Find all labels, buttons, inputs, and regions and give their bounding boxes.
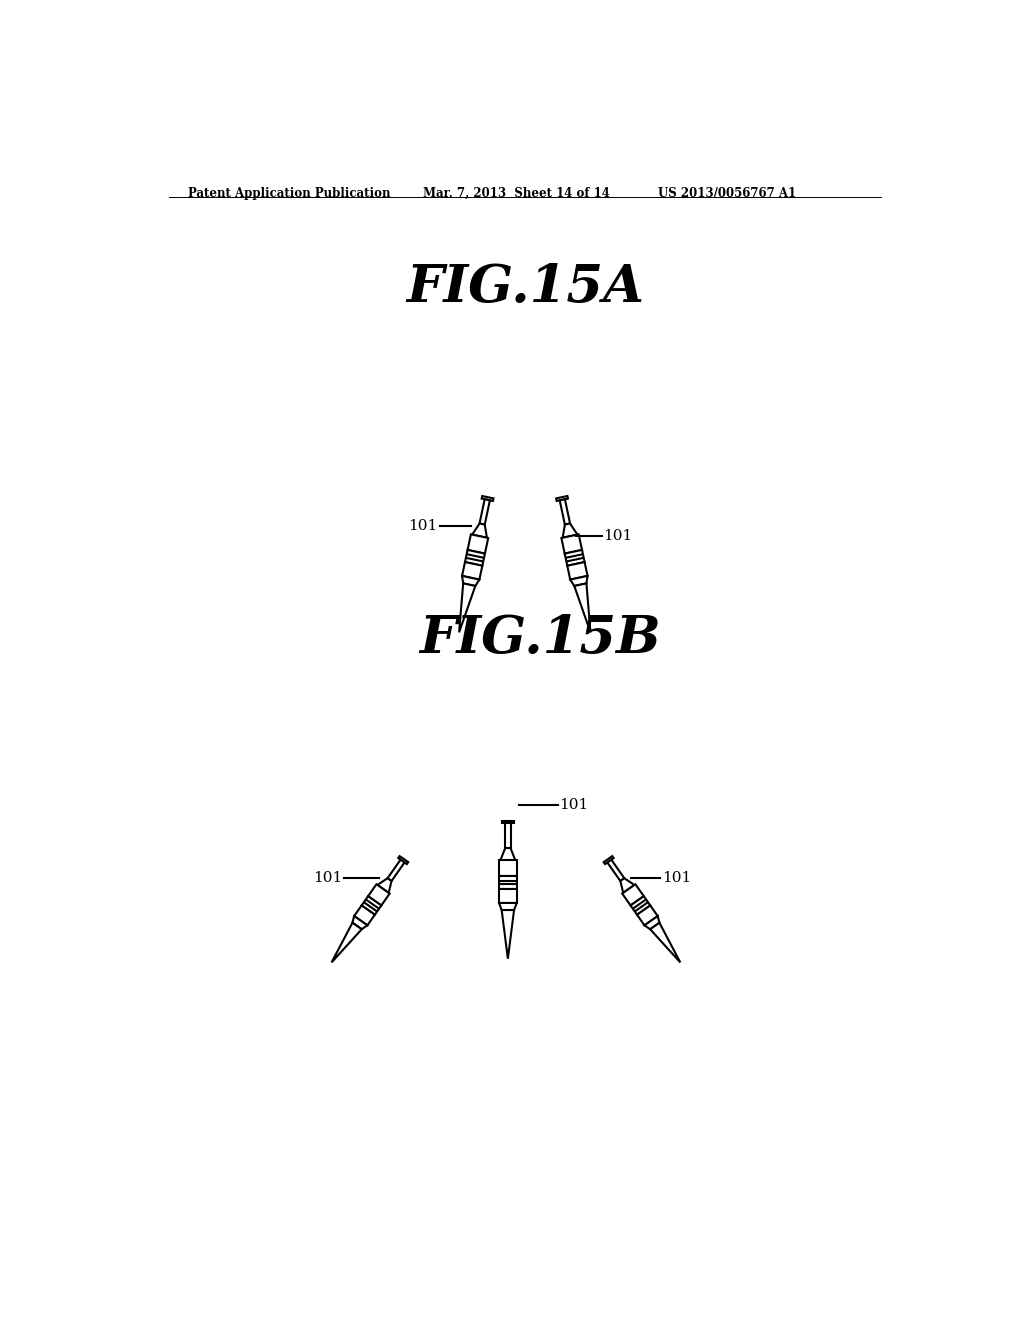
Text: 101: 101 — [559, 799, 589, 812]
Polygon shape — [502, 821, 514, 824]
Polygon shape — [501, 847, 515, 861]
Polygon shape — [479, 499, 489, 524]
Polygon shape — [462, 562, 482, 579]
Polygon shape — [604, 857, 613, 865]
Text: 101: 101 — [662, 871, 691, 886]
Polygon shape — [387, 859, 404, 880]
Text: Patent Application Publication: Patent Application Publication — [188, 187, 391, 199]
Polygon shape — [468, 535, 488, 553]
Polygon shape — [481, 496, 494, 502]
Polygon shape — [560, 499, 570, 524]
Polygon shape — [354, 906, 375, 925]
Polygon shape — [650, 923, 680, 962]
Polygon shape — [361, 896, 381, 915]
Text: 101: 101 — [409, 520, 438, 533]
Polygon shape — [352, 916, 368, 929]
Text: FIG.15A: FIG.15A — [406, 263, 644, 313]
Text: Mar. 7, 2013  Sheet 14 of 14: Mar. 7, 2013 Sheet 14 of 14 — [423, 187, 610, 199]
Polygon shape — [465, 550, 485, 566]
Polygon shape — [556, 496, 568, 502]
Polygon shape — [607, 859, 625, 880]
Polygon shape — [561, 535, 582, 553]
Polygon shape — [574, 583, 591, 632]
Polygon shape — [368, 884, 390, 906]
Polygon shape — [644, 916, 659, 929]
Polygon shape — [570, 576, 588, 586]
Polygon shape — [562, 524, 578, 537]
Polygon shape — [499, 876, 517, 888]
Polygon shape — [567, 562, 588, 579]
Polygon shape — [398, 857, 409, 865]
Polygon shape — [621, 878, 635, 892]
Text: 101: 101 — [313, 871, 342, 886]
Polygon shape — [631, 896, 650, 915]
Polygon shape — [499, 888, 517, 903]
Polygon shape — [499, 861, 517, 876]
Polygon shape — [505, 824, 511, 847]
Polygon shape — [332, 923, 361, 962]
Polygon shape — [623, 884, 644, 906]
Text: 101: 101 — [603, 529, 633, 543]
Polygon shape — [472, 524, 487, 537]
Text: FIG.15B: FIG.15B — [419, 612, 662, 664]
Polygon shape — [459, 583, 475, 632]
Polygon shape — [564, 550, 585, 566]
Polygon shape — [637, 906, 657, 925]
Text: US 2013/0056767 A1: US 2013/0056767 A1 — [658, 187, 796, 199]
Polygon shape — [378, 878, 391, 892]
Polygon shape — [499, 903, 517, 909]
Polygon shape — [502, 909, 514, 958]
Polygon shape — [462, 576, 479, 586]
